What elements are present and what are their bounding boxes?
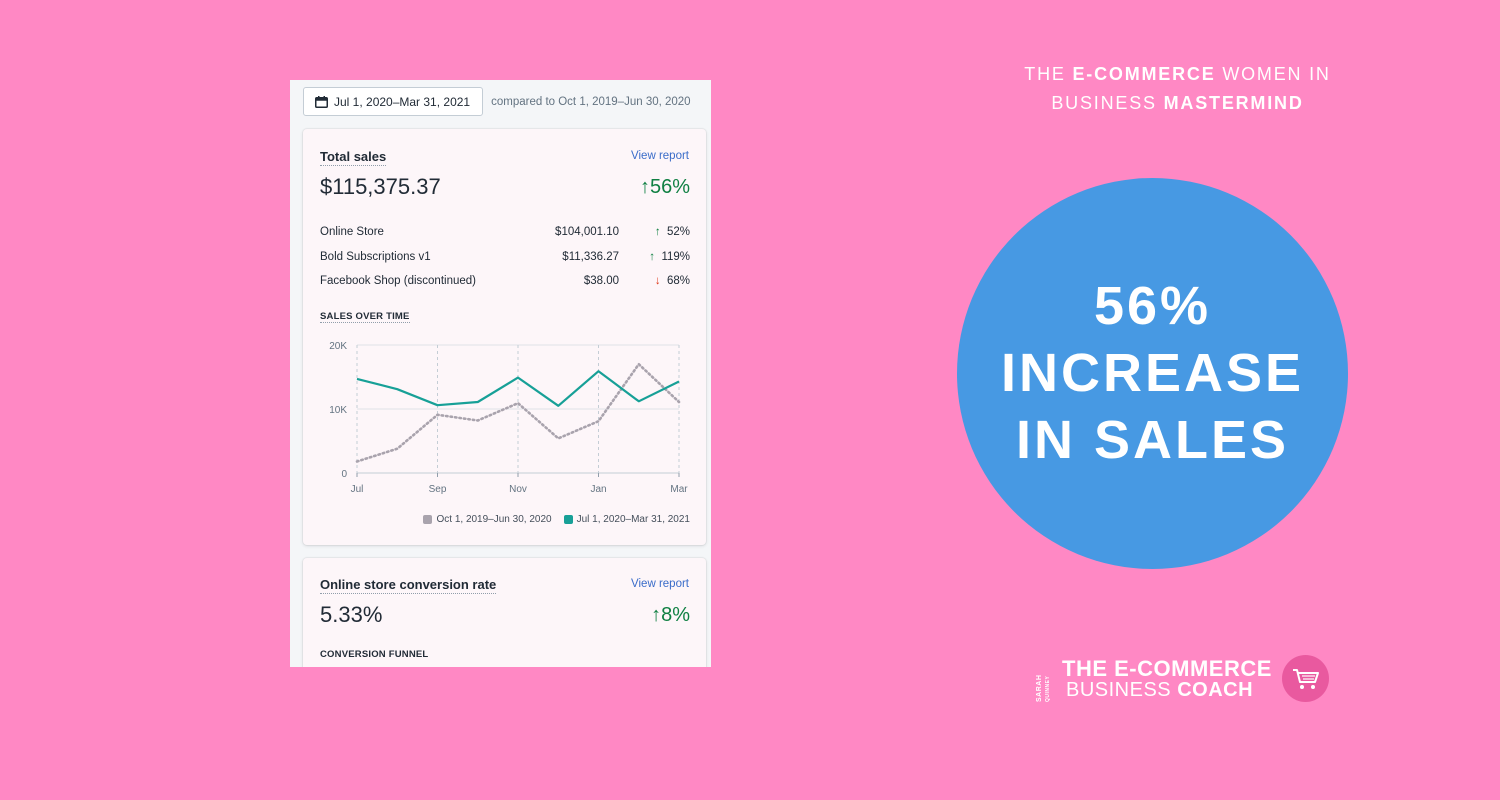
mastermind-text: BUSINESS [1051,93,1157,113]
badge-increase: INCREASE [1000,343,1305,403]
conversion-view-report-link[interactable]: View report [631,578,689,590]
conversion-rate-card: Online store conversion rate View report… [303,558,706,667]
series-line-current [356,370,680,407]
badge-percent: 56% [1093,276,1212,336]
x-tick-label: Sep [429,484,447,495]
total-sales-title[interactable]: Total sales [320,149,387,166]
increase-badge: 56% INCREASE IN SALES [957,178,1348,569]
x-tick-label: Jan [590,484,606,495]
conversion-rate-value: 5.33% [320,602,383,627]
total-sales-card: Total sales View report $115,375.37 ↑56%… [303,129,706,545]
arrow-up-icon: ↑ [649,250,656,263]
logo-quinney-text: QUINNEY [1045,675,1051,702]
arrow-up-icon: ↑ [654,226,661,238]
logo-coach: COACH [1177,679,1254,701]
legend-item-previous: Oct 1, 2019–Jun 30, 2020 [423,514,552,525]
breakdown-name: Facebook Shop (discontinued) [320,275,476,287]
mastermind-text: THE [1024,64,1066,84]
compare-text: compared to Oct 1, 2019–Jun 30, 2020 [491,95,691,108]
cart-glyph [1292,668,1319,689]
breakdown-name: Online Store [320,226,384,238]
mastermind-line-2: BUSINESS MASTERMIND [965,89,1390,118]
y-tick-label: 20K [329,341,347,352]
mastermind-heading: THE E-COMMERCE WOMEN IN BUSINESS MASTERM… [965,60,1390,118]
breakdown-change: ↓ 68% [655,275,690,287]
breakdown-change: ↑ 52% [655,226,690,238]
breakdown-value: $11,336.27 [562,250,619,263]
y-tick-label: 0 [341,469,347,480]
breakdown-row-online-store: Online Store $104,001.10 ↑ 52% [320,222,690,247]
total-sales-value: $115,375.37 [320,174,441,199]
legend-swatch-previous [423,515,433,524]
breakdown-name: Bold Subscriptions v1 [320,250,431,263]
shopping-cart-icon [1282,655,1329,702]
logo-name-vertical: SARAH QUINNEY [1036,654,1056,702]
breakdown-value: $38.00 [583,275,619,287]
y-tick-label: 10K [329,405,347,416]
breakdown-row-facebook-shop: Facebook Shop (discontinued) $38.00 ↓ 68… [320,271,690,296]
breakdown-change: ↑ 119% [649,251,690,263]
breakdown-row-bold-subscriptions: Bold Subscriptions v1 $11,336.27 ↑ 119% [320,247,690,272]
badge-in-sales: IN SALES [1015,410,1290,470]
chart-legend: Oct 1, 2019–Jun 30, 2020 Jul 1, 2020–Mar… [423,514,690,525]
date-range-row: Jul 1, 2020–Mar 31, 2021 compared to Oct… [303,87,701,116]
logo-sarah: SARAH QUINNEY [1036,654,1052,702]
series-line-previous [355,362,681,463]
logo-sarah-text: SARAH [1036,674,1043,702]
mastermind-text-bold: MASTERMIND [1163,93,1304,113]
logo-line-1: THE E-COMMERCE [1062,656,1272,681]
brand-logo: SARAH QUINNEY THE E-COMMERCE BUSINESS COA… [1036,652,1336,704]
legend-swatch-current [563,515,573,524]
x-tick-label: Jul [351,484,364,495]
conversion-rate-change: ↑8% [651,604,690,626]
breakdown-value: $104,001.10 [555,226,619,238]
date-range-button[interactable]: Jul 1, 2020–Mar 31, 2021 [303,87,484,116]
mastermind-text-bold: E-COMMERCE [1072,64,1216,84]
breakdown-change-value: 68% [666,275,690,287]
calendar-icon [315,95,328,108]
legend-label-previous: Oct 1, 2019–Jun 30, 2020 [436,514,552,525]
x-tick-label: Mar [670,484,688,495]
breakdown-change-value: 119% [661,250,690,263]
sales-over-time-chart: 20K 10K 0 Jul Sep Nov Jan Mar [329,341,688,495]
legend-label-current: Jul 1, 2020–Mar 31, 2021 [576,514,690,525]
sales-over-time-label[interactable]: SALES OVER TIME [320,311,410,323]
conversion-funnel-label: CONVERSION FUNNEL [320,649,429,660]
analytics-panel: Jul 1, 2020–Mar 31, 2021 compared to Oct… [290,80,711,667]
total-sales-change: ↑56% [639,176,690,198]
logo-line-2: BUSINESS COACH [1066,679,1253,702]
mastermind-text: WOMEN IN [1222,64,1331,84]
date-range-label: Jul 1, 2020–Mar 31, 2021 [334,94,471,109]
logo-business: BUSINESS [1066,679,1172,701]
total-sales-view-report-link[interactable]: View report [631,150,689,162]
mastermind-line-1: THE E-COMMERCE WOMEN IN [965,60,1390,89]
legend-item-current: Jul 1, 2020–Mar 31, 2021 [563,514,690,525]
arrow-down-icon: ↓ [654,275,661,287]
conversion-rate-title[interactable]: Online store conversion rate [320,577,497,594]
breakdown-change-value: 52% [666,226,690,238]
x-tick-label: Nov [509,484,527,495]
sales-breakdown-list: Online Store $104,001.10 ↑ 52% Bold Subs… [320,222,690,296]
